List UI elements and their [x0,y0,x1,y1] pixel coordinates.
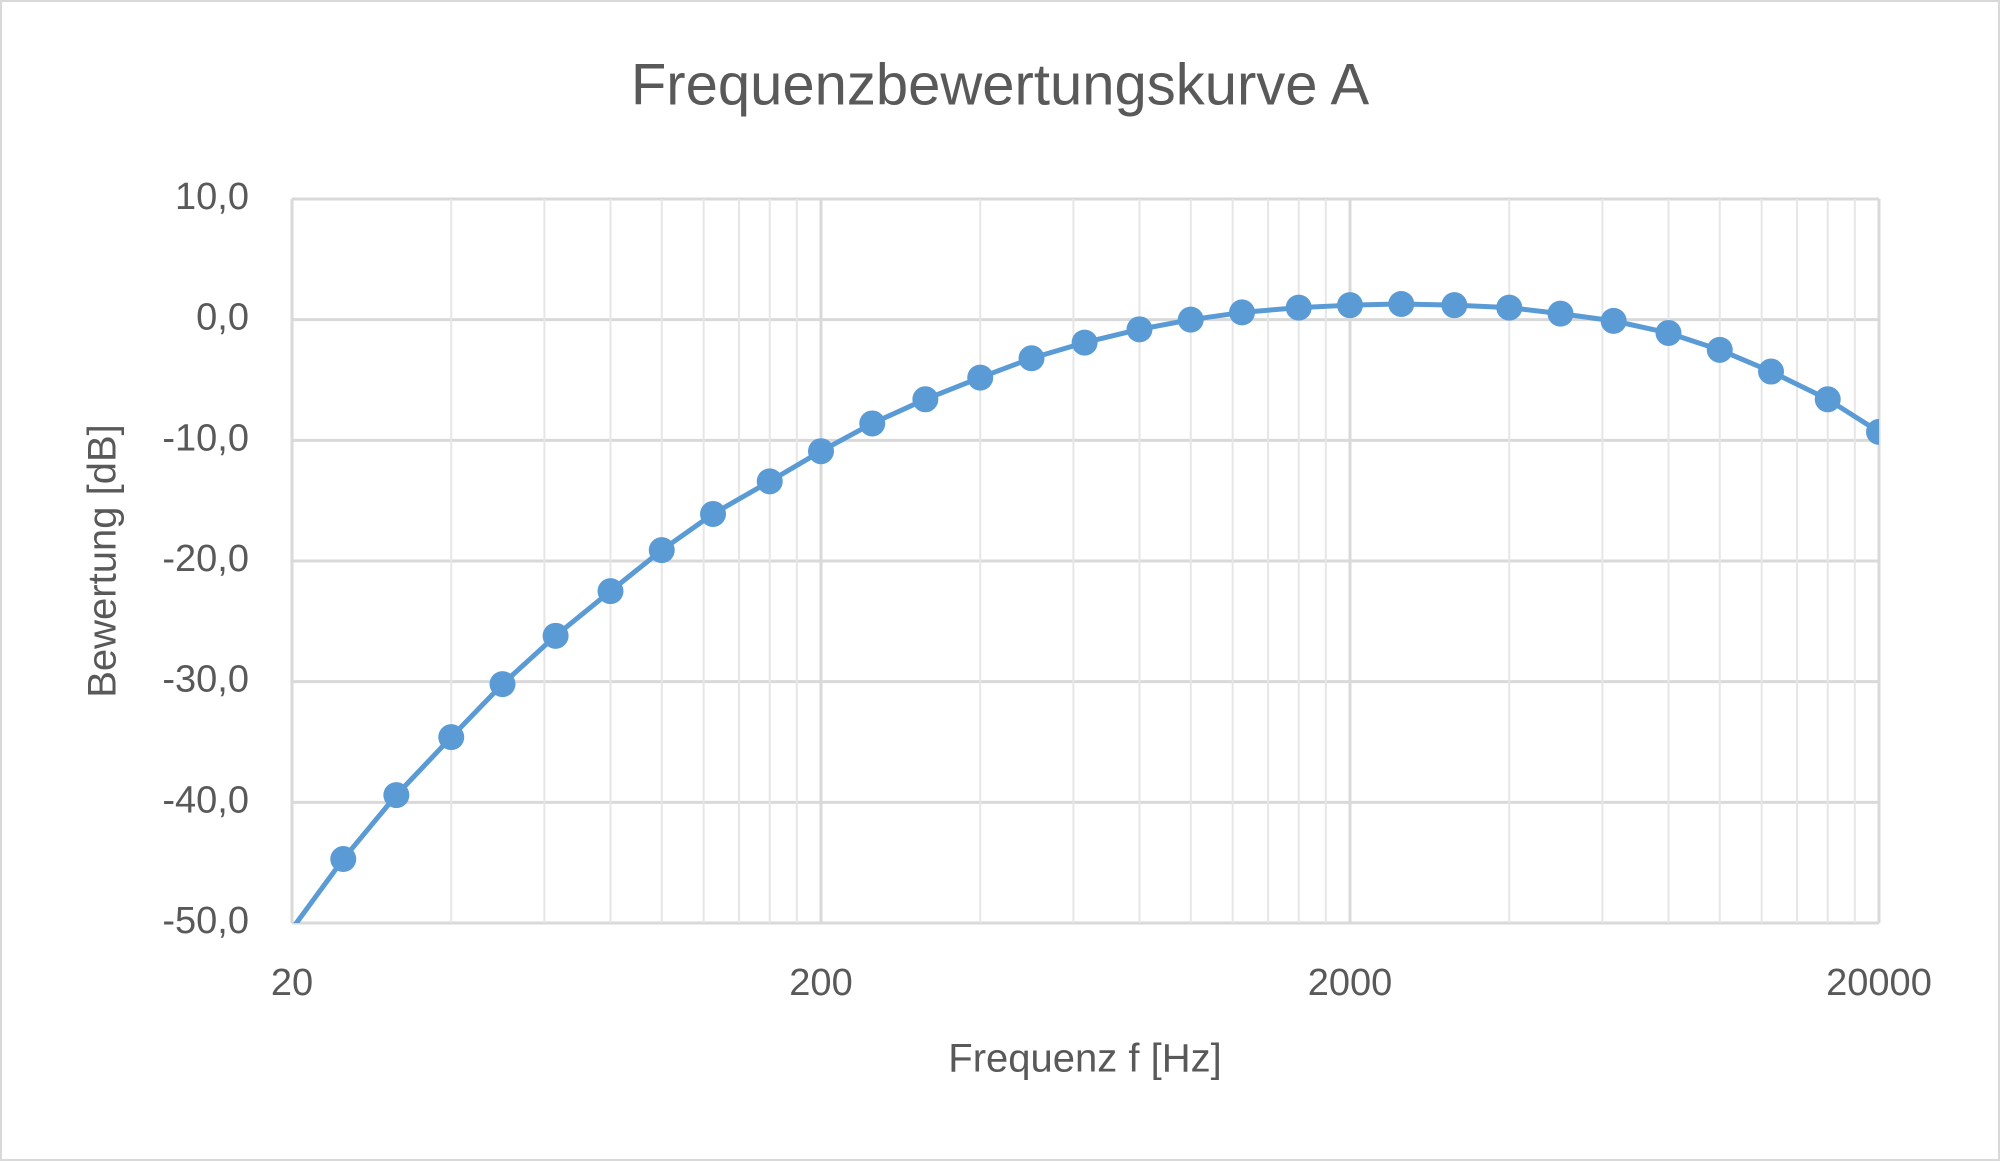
y-tick-label: -10,0 [162,417,249,459]
data-point [383,782,410,809]
data-point [597,578,624,605]
x-tick-label: 200 [789,962,852,1004]
data-point [1229,299,1256,326]
data-point [859,410,886,437]
data-point [1547,300,1574,327]
data-point [1071,329,1098,356]
y-tick-label: -30,0 [162,659,249,701]
data-point [1018,345,1045,372]
data-point [967,364,994,391]
y-tick-label: -20,0 [162,538,249,580]
y-axis-title: Bewertung [dB] [81,424,125,698]
x-axis-title: Frequenz f [Hz] [948,1037,1221,1081]
data-point [1600,307,1627,334]
y-tick-label: -40,0 [162,779,249,821]
y-tick-label: -50,0 [162,900,249,942]
data-point [1496,294,1523,321]
data-point [1177,306,1204,333]
y-tick-label: 0,0 [196,297,249,339]
data-point [1866,418,1879,445]
data-point [808,438,834,465]
data-point [700,500,727,527]
data-point [1337,292,1363,319]
data-point [1655,319,1682,346]
data-point [1441,292,1468,319]
x-tick-label: 2000 [1308,962,1393,1004]
data-point [330,846,357,873]
y-tick-label: 10,0 [175,176,249,218]
data-point [1126,316,1153,343]
data-point [1814,386,1841,413]
x-tick-label: 20000 [1826,962,1932,1004]
data-point [1758,358,1785,385]
data-point [1388,290,1415,317]
data-point [912,386,939,413]
data-point [1706,336,1733,363]
plot-area [293,290,1879,923]
x-tick-label: 20 [271,962,313,1004]
data-point [756,468,783,495]
chart-title: Frequenzbewertungskurve A [631,52,1370,117]
data-point [489,671,516,698]
data-point [648,537,675,564]
data-point [438,724,465,751]
data-point [1285,294,1312,321]
data-point [542,622,569,649]
